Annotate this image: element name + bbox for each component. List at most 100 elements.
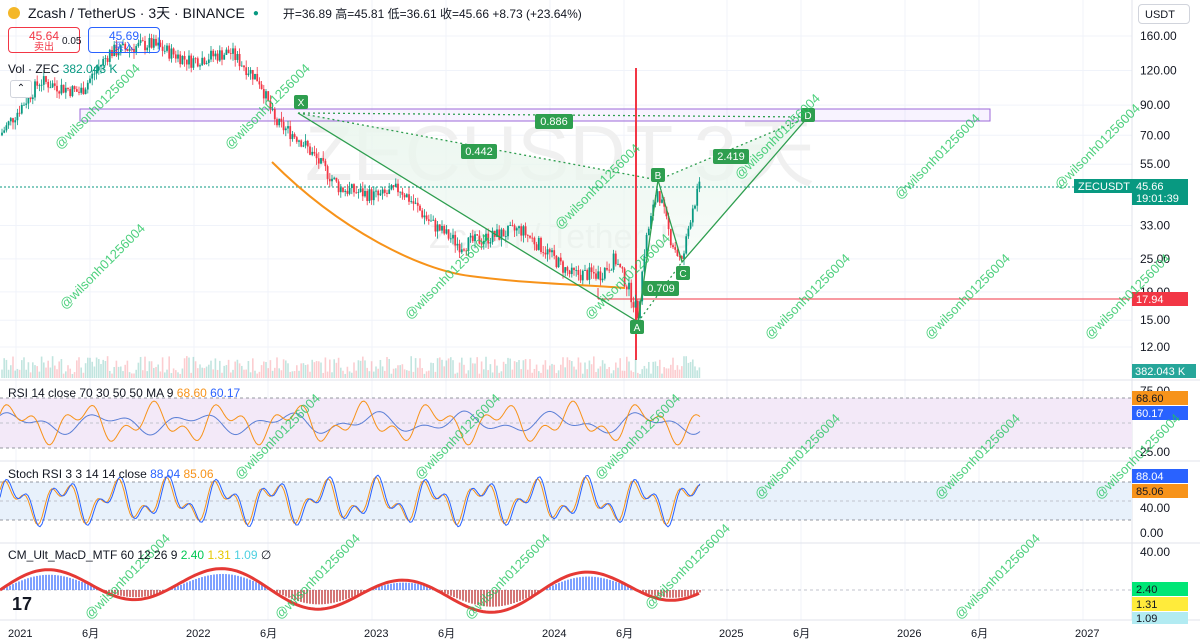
- volume-bar: [494, 359, 496, 378]
- macd-bar: [471, 590, 473, 604]
- buy-button[interactable]: 45.69 买入: [88, 27, 160, 53]
- candle-body: [443, 226, 446, 234]
- volume-bar: [80, 367, 82, 378]
- pattern-point-d[interactable]: [801, 108, 815, 122]
- candle-body: [691, 208, 694, 223]
- macd-bar: [480, 590, 482, 606]
- candle-body: [397, 183, 399, 193]
- candle-body: [18, 112, 21, 114]
- candle-body: [566, 267, 569, 271]
- sell-price: 45.64: [28, 29, 60, 43]
- candle-body: [632, 302, 635, 308]
- candle-body: [75, 89, 78, 92]
- symbol-title[interactable]: Zcash / TetherUS · 3天 · BINANCE: [28, 5, 245, 21]
- rsi-legend-value: 68.60: [176, 386, 207, 400]
- macd-bar: [570, 578, 572, 590]
- candle-body: [676, 249, 679, 256]
- macd-bar: [426, 586, 428, 590]
- collapse-chevron-icon[interactable]: ⌃: [10, 80, 32, 98]
- rsi-line[interactable]: [0, 400, 701, 446]
- macd-bar: [600, 577, 602, 590]
- candle-body: [368, 189, 371, 201]
- candlestick-series[interactable]: [1, 33, 701, 325]
- macd-bar: [147, 590, 149, 597]
- sell-button[interactable]: 45.64 卖出: [8, 27, 80, 53]
- volume-bar: [203, 368, 206, 378]
- candle-body: [254, 73, 256, 80]
- macd-bar: [141, 590, 143, 597]
- candle-body: [258, 81, 261, 85]
- candle-body: [221, 50, 223, 60]
- candle-body: [141, 40, 144, 42]
- candle-body: [69, 89, 72, 97]
- volume-bar: [612, 370, 615, 378]
- macd-bar: [90, 585, 92, 590]
- candle-body: [667, 216, 670, 230]
- volume-bar: [659, 359, 661, 378]
- stoch-d-line[interactable]: [0, 476, 701, 526]
- stoch-k-line[interactable]: [0, 474, 701, 528]
- candle-body: [460, 249, 463, 253]
- ratio-label-xd: [535, 114, 573, 129]
- candle-body: [333, 177, 336, 179]
- rsi-legend-ma: 60.17: [210, 386, 241, 400]
- volume-bar: [14, 370, 16, 378]
- volume-bar: [346, 366, 349, 378]
- candle-body: [353, 184, 355, 193]
- rounding-bottom-curve[interactable]: [271, 161, 626, 289]
- macd-bar: [156, 590, 158, 594]
- candle-body: [309, 146, 311, 155]
- macd-bar: [111, 590, 113, 594]
- volume-bar: [670, 364, 672, 378]
- macd-bar: [261, 584, 263, 590]
- volume-bar: [276, 357, 278, 378]
- volume-bar: [538, 371, 540, 378]
- volume-bar: [40, 356, 43, 378]
- candle-body: [243, 65, 245, 68]
- volume-bar: [560, 364, 562, 378]
- currency-selector[interactable]: USDT: [1138, 4, 1190, 24]
- pattern-point-c[interactable]: [676, 266, 690, 280]
- candle-body: [412, 201, 415, 204]
- volume-bar: [324, 357, 327, 378]
- candle-body: [36, 81, 39, 86]
- volume-bar: [531, 372, 533, 378]
- candle-body: [537, 237, 540, 250]
- volume-bar: [549, 365, 551, 378]
- volume-bar: [421, 368, 423, 378]
- rsi-value-tag-text: 68.60: [1136, 393, 1164, 405]
- macd-bar: [654, 590, 656, 596]
- candle-body: [146, 47, 149, 51]
- macd-bar: [672, 590, 674, 598]
- candle-body: [7, 121, 10, 126]
- volume-bar: [465, 373, 467, 378]
- macd-bar: [555, 584, 557, 590]
- rsi-ma-line[interactable]: [0, 410, 701, 436]
- volume-bar: [375, 366, 377, 378]
- pattern-point-a[interactable]: [630, 320, 644, 334]
- volume-bar: [333, 359, 335, 378]
- volume-bar: [469, 357, 472, 378]
- volume-bar: [124, 364, 126, 378]
- volume-bar: [221, 372, 223, 378]
- candle-body: [128, 48, 131, 51]
- candle-body: [337, 181, 340, 193]
- volume-bar: [278, 368, 280, 378]
- volume-bar: [186, 356, 188, 378]
- candle-body: [364, 190, 366, 197]
- volume-bar: [634, 358, 637, 378]
- macd-bar: [291, 590, 293, 600]
- volume-bar: [274, 367, 276, 378]
- volume-bar: [694, 366, 696, 378]
- stoch-k-tag-text: 88.04: [1136, 471, 1164, 483]
- pattern-point-b[interactable]: [651, 168, 665, 182]
- macd-line[interactable]: [0, 567, 700, 614]
- pattern-point-x[interactable]: [294, 95, 308, 109]
- volume-bar: [632, 372, 635, 378]
- candle-body: [386, 192, 388, 194]
- candle-body: [62, 84, 65, 93]
- volume-bar: [318, 361, 320, 378]
- candle-body: [311, 151, 314, 155]
- ratio-xb-text: 0.442: [465, 146, 493, 158]
